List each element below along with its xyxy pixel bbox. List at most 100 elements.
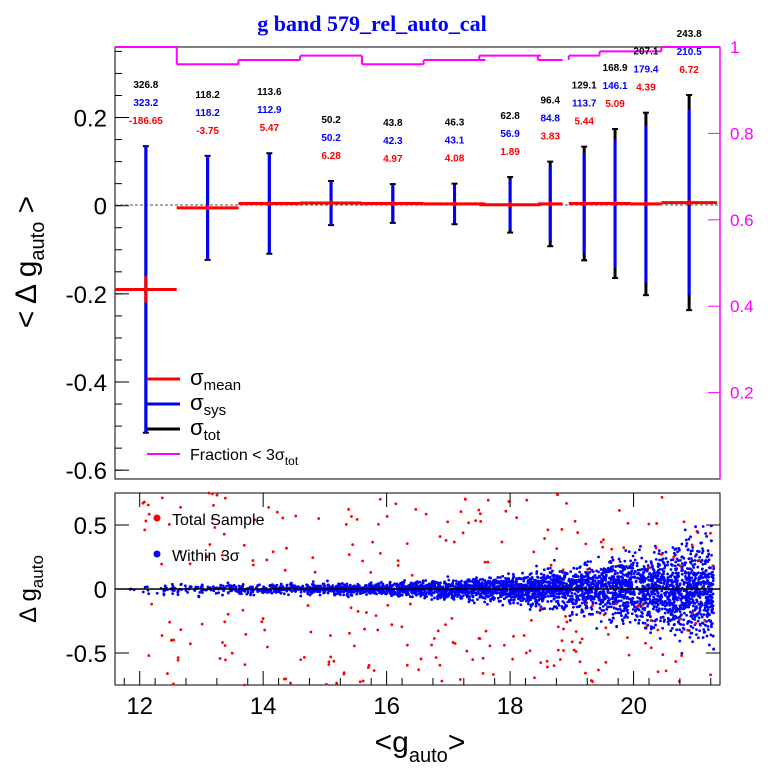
scatter-point-within [619, 579, 623, 583]
scatter-point-within [441, 585, 445, 589]
scatter-point-within [694, 633, 698, 637]
scatter-point-total [242, 543, 246, 547]
scatter-point-within [588, 570, 592, 574]
scatter-point-within [443, 580, 447, 584]
scatter-point-within [656, 603, 660, 607]
scatter-point-within [555, 606, 559, 610]
label-sigma-sys: 112.9 [257, 105, 282, 116]
scatter-point-within [279, 591, 283, 595]
scatter-point-total [222, 532, 226, 536]
scatter-point-total [281, 516, 285, 520]
scatter-point-within [675, 606, 679, 610]
scatter-point-within [508, 593, 511, 597]
scatter-point-within [653, 592, 657, 596]
scatter-point-within [569, 570, 573, 574]
label-sigma-mean: 4.39 [636, 83, 656, 94]
scatter-point-within [557, 603, 561, 607]
scatter-point-total [361, 679, 365, 683]
y2-tick-label: 0.2 [730, 384, 754, 403]
scatter-point-total [349, 606, 353, 610]
scatter-point-total [335, 681, 339, 685]
scatter-point-within [540, 597, 543, 601]
scatter-point-total [656, 670, 660, 674]
scatter-point-within [694, 573, 698, 577]
scatter-point-within [413, 589, 417, 592]
scatter-point-within [698, 555, 702, 559]
scatter-point-within [711, 579, 715, 583]
scatter-point-within [586, 594, 590, 598]
scatter-point-within [241, 589, 245, 592]
scatter-point-within [670, 601, 673, 605]
scatter-point-within [524, 589, 528, 593]
scatter-point-total [591, 680, 594, 683]
scatter-point-total [223, 496, 227, 500]
scatter-point-within [560, 589, 564, 593]
scatter-point-within [470, 584, 474, 588]
scatter-point-within [680, 555, 684, 559]
scatter-point-within [618, 604, 622, 608]
scatter-point-within [683, 528, 687, 532]
scatter-point-within [611, 568, 615, 571]
scatter-point-within [518, 583, 521, 587]
scatter-point-within [625, 565, 628, 568]
scatter-point-within [483, 596, 487, 600]
scatter-point-within [425, 584, 429, 588]
scatter-point-total [188, 642, 192, 646]
scatter-point-within [441, 593, 444, 597]
scatter-point-within [643, 621, 647, 625]
scatter-point-within [311, 580, 315, 584]
scatter-point-within [503, 579, 507, 583]
scatter-point-within [269, 584, 273, 587]
scatter-point-total [545, 659, 549, 663]
scatter-point-within [612, 577, 616, 581]
scatter-point-total [408, 602, 412, 606]
scatter-point-total [709, 531, 712, 535]
scatter-point-within [610, 556, 614, 559]
scatter-point-within [711, 592, 715, 596]
scatter-point-within [705, 555, 709, 559]
scatter-point-within [689, 535, 692, 539]
scatter-point-total [369, 571, 373, 574]
scatter-point-total [160, 634, 164, 637]
top-panel: 0.2 0 -0.2 -0.4 -0.6 1 0.8 0.6 0.4 0.2 326.8 323.… [10, 29, 754, 485]
scatter-point-within [285, 589, 289, 593]
scatter-point-within [694, 576, 698, 580]
scatter-point-total [584, 671, 587, 675]
scatter-point-within [562, 581, 565, 585]
scatter-point-within [631, 566, 635, 570]
x-tick-label: 18 [497, 693, 524, 720]
scatter-point-total [208, 543, 212, 546]
scatter-point-within [580, 601, 584, 605]
top-y-axis-label: < Δ gauto > [10, 196, 49, 328]
legend-sub: tot [204, 427, 222, 444]
label-sigma-tot: 43.8 [383, 118, 403, 129]
scatter-point-within [497, 580, 501, 583]
scatter-point-within [638, 548, 641, 552]
scatter-point-within [494, 578, 498, 582]
scatter-point-within [393, 582, 396, 586]
scatter-point-within [626, 574, 630, 578]
scatter-point-within [549, 578, 553, 582]
scatter-point-within [364, 585, 368, 588]
scatter-point-within [673, 610, 677, 614]
scatter-point-within [534, 581, 537, 585]
scatter-point-within [703, 575, 707, 579]
scatter-point-within [447, 591, 451, 595]
scatter-point-within [665, 590, 669, 594]
scatter-point-within [423, 596, 427, 600]
scatter-point-within [629, 570, 633, 574]
scatter-point-within [616, 571, 619, 575]
scatter-point-within [639, 599, 642, 602]
scatter-point-within [517, 585, 521, 589]
scatter-point-within [504, 595, 508, 599]
scatter-point-total [306, 604, 310, 607]
scatter-point-within [660, 558, 664, 562]
scatter-point-within [640, 556, 644, 560]
scatter-point-within [648, 597, 652, 601]
scatter-point-within [613, 569, 617, 573]
scatter-point-within [287, 593, 290, 597]
label-sigma-tot: 62.8 [500, 111, 520, 122]
scatter-point-within [693, 592, 697, 596]
scatter-point-within [281, 584, 284, 588]
scatter-point-within [633, 575, 637, 579]
